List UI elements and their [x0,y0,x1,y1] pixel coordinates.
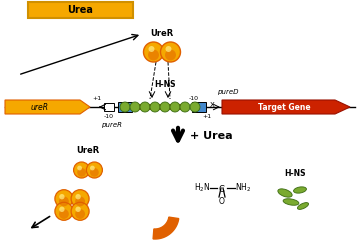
Text: $\mathsf{H_2N}$: $\mathsf{H_2N}$ [194,182,210,194]
Text: H-NS: H-NS [284,169,306,178]
Text: UreR: UreR [150,29,174,38]
Circle shape [59,196,69,206]
Circle shape [59,209,69,219]
Circle shape [77,168,86,177]
Circle shape [59,194,64,199]
Circle shape [75,207,81,212]
Circle shape [148,50,159,61]
Polygon shape [153,217,179,239]
Circle shape [150,102,160,112]
Circle shape [73,162,90,178]
Bar [136,104,184,110]
Circle shape [86,162,102,178]
Text: pureR: pureR [102,122,122,128]
Text: -10: -10 [189,96,199,101]
Text: H-NS: H-NS [154,80,176,89]
Circle shape [149,46,154,52]
Text: Target Gene: Target Gene [258,102,310,112]
Circle shape [144,42,163,62]
Circle shape [90,168,99,177]
Circle shape [75,209,85,219]
Text: +1: +1 [202,114,212,119]
Circle shape [190,102,200,112]
Bar [104,103,114,111]
Text: -10: -10 [104,114,114,119]
Text: $\mathsf{NH_2}$: $\mathsf{NH_2}$ [235,182,251,194]
Circle shape [160,102,170,112]
Circle shape [71,190,89,208]
Bar [118,102,132,112]
Text: X: X [210,102,214,108]
Text: pureD: pureD [217,89,239,95]
Text: +1: +1 [93,96,102,101]
Ellipse shape [283,199,299,205]
Bar [192,102,206,112]
Circle shape [75,194,81,199]
Circle shape [166,46,171,52]
Circle shape [77,166,82,170]
Circle shape [180,102,190,112]
Circle shape [90,166,95,170]
FancyArrow shape [5,100,90,114]
Ellipse shape [278,189,292,197]
Text: $\mathsf{O}$: $\mathsf{O}$ [218,194,226,205]
Circle shape [165,50,176,61]
Text: ureR: ureR [31,102,49,112]
Circle shape [140,102,150,112]
Circle shape [130,102,140,112]
FancyBboxPatch shape [28,2,133,18]
Circle shape [170,102,180,112]
Circle shape [55,190,73,208]
Text: + Urea: + Urea [190,131,233,141]
Circle shape [71,202,89,220]
Ellipse shape [293,187,306,193]
Text: Urea: Urea [68,5,94,15]
Text: $\mathsf{C}$: $\mathsf{C}$ [218,183,226,193]
Ellipse shape [297,203,309,209]
Circle shape [161,42,180,62]
Circle shape [59,207,64,212]
Circle shape [55,202,73,220]
Circle shape [120,102,130,112]
Circle shape [75,196,85,206]
Text: UreR: UreR [76,146,100,155]
FancyArrow shape [222,100,350,114]
